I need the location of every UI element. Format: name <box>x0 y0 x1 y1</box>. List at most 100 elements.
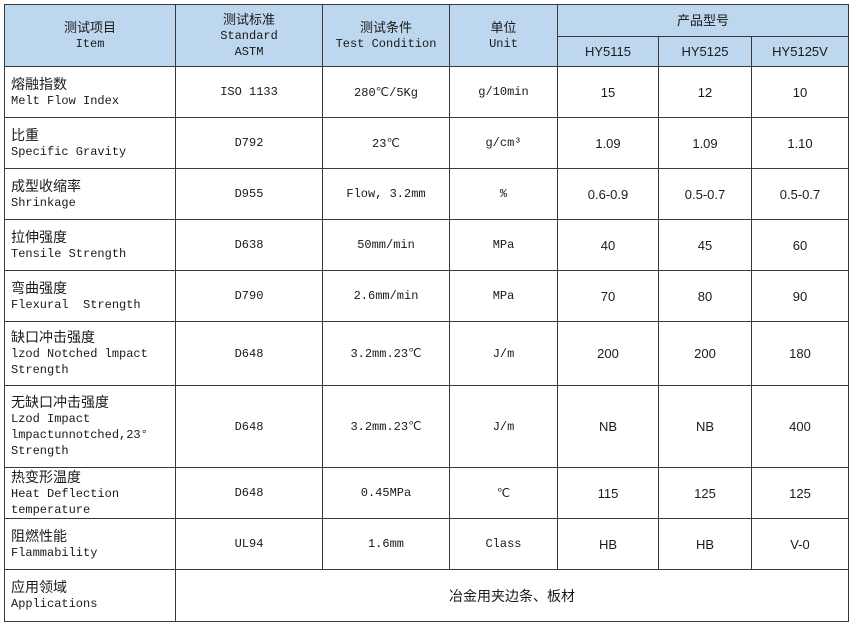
value-cell: 0.5-0.7 <box>751 168 849 220</box>
header-product: 产品型号 <box>557 4 849 37</box>
property-zh: 阻燃性能 <box>11 527 67 544</box>
property-cell: 应用领域 Applications <box>4 569 176 622</box>
header-item-en: Item <box>75 36 105 51</box>
table-row-applications: 应用领域 Applications 冶金用夹边条、板材 <box>4 569 849 622</box>
property-en: Tensile Strength <box>11 246 127 261</box>
value-cell: 180 <box>751 321 849 386</box>
property-cell: 熔融指数 Melt Flow Index <box>4 66 176 118</box>
property-en: Melt Flow Index <box>11 93 120 108</box>
property-cell: 比重 Specific Gravity <box>4 117 176 169</box>
standard-cell: D648 <box>175 385 323 468</box>
header-unit-zh: 单位 <box>490 19 517 35</box>
standard-cell: D648 <box>175 467 323 519</box>
property-en-line3: Strength <box>11 444 69 458</box>
unit-cell: % <box>449 168 558 220</box>
property-cell: 成型收缩率 Shrinkage <box>4 168 176 220</box>
value-cell: 0.6-0.9 <box>557 168 659 220</box>
value-cell: 80 <box>658 270 752 322</box>
condition-cell: 1.6mm <box>322 518 450 570</box>
property-en-line2: temperature <box>11 502 91 517</box>
header-model-1: HY5115 <box>557 36 659 67</box>
standard-cell: D792 <box>175 117 323 169</box>
value-cell: NB <box>557 385 659 468</box>
table-row: 比重 Specific Gravity D792 23℃ g/cm³ 1.09 … <box>4 117 849 169</box>
spec-table: 测试项目 Item 测试标准 Standard ASTM 测试条件 Test C… <box>4 4 849 622</box>
table-row: 无缺口冲击强度 Lzod Impact lmpactunnotched,23° … <box>4 385 849 468</box>
header-model-3: HY5125V <box>751 36 849 67</box>
header-standard: 测试标准 Standard ASTM <box>175 4 323 67</box>
value-cell: 125 <box>751 467 849 519</box>
header-item-zh: 测试项目 <box>63 19 116 35</box>
table-row: 缺口冲击强度 lzod Notched lmpact Strength D648… <box>4 321 849 386</box>
property-en: Flammability <box>11 545 98 560</box>
property-en: Shrinkage <box>11 195 76 210</box>
standard-cell: ISO 1133 <box>175 66 323 118</box>
value-cell: 90 <box>751 270 849 322</box>
condition-cell: 0.45MPa <box>322 467 450 519</box>
value-cell: 125 <box>658 467 752 519</box>
header-model-2: HY5125 <box>658 36 752 67</box>
property-en: Specific Gravity <box>11 144 127 159</box>
property-cell: 阻燃性能 Flammability <box>4 518 176 570</box>
condition-cell: 2.6mm/min <box>322 270 450 322</box>
unit-cell: g/10min <box>449 66 558 118</box>
standard-cell: D638 <box>175 219 323 271</box>
value-cell: 0.5-0.7 <box>658 168 752 220</box>
value-cell: 45 <box>658 219 752 271</box>
value-cell: 200 <box>557 321 659 386</box>
value-cell: 12 <box>658 66 752 118</box>
value-cell: 40 <box>557 219 659 271</box>
property-cell: 缺口冲击强度 lzod Notched lmpact Strength <box>4 321 176 386</box>
property-zh: 熔融指数 <box>11 75 67 92</box>
value-cell: 1.10 <box>751 117 849 169</box>
property-cell: 拉伸强度 Tensile Strength <box>4 219 176 271</box>
value-cell: 1.09 <box>557 117 659 169</box>
unit-cell: Class <box>449 518 558 570</box>
value-cell: 200 <box>658 321 752 386</box>
table-row: 热变形温度 Heat Deflection temperature D648 0… <box>4 467 849 519</box>
header-item: 测试项目 Item <box>4 4 176 67</box>
value-cell: 400 <box>751 385 849 468</box>
header-unit: 单位 Unit <box>449 4 558 67</box>
value-cell: 115 <box>557 467 659 519</box>
value-cell: HB <box>557 518 659 570</box>
header-unit-en: Unit <box>489 36 518 51</box>
property-zh: 比重 <box>11 126 39 143</box>
property-en-line2: lmpactunnotched,23° <box>11 428 148 442</box>
unit-cell: g/cm³ <box>449 117 558 169</box>
property-cell: 热变形温度 Heat Deflection temperature <box>4 467 176 519</box>
property-en: Flexural Strength <box>11 297 141 312</box>
value-cell: HB <box>658 518 752 570</box>
property-en: Heat Deflection <box>11 486 120 501</box>
standard-cell: D790 <box>175 270 323 322</box>
value-cell: V-0 <box>751 518 849 570</box>
property-zh: 成型收缩率 <box>11 177 81 194</box>
property-cell: 无缺口冲击强度 Lzod Impact lmpactunnotched,23° … <box>4 385 176 468</box>
value-cell: NB <box>658 385 752 468</box>
property-zh: 应用领域 <box>11 579 67 595</box>
standard-cell: D648 <box>175 321 323 386</box>
table-row: 熔融指数 Melt Flow Index ISO 1133 280℃/5Kg g… <box>4 66 849 118</box>
standard-cell: D955 <box>175 168 323 220</box>
condition-cell: Flow, 3.2mm <box>322 168 450 220</box>
unit-cell: J/m <box>449 321 558 386</box>
property-en: lzod Notched lmpact <box>11 347 148 361</box>
header-condition-en: Test Condition <box>335 36 437 51</box>
condition-cell: 50mm/min <box>322 219 450 271</box>
header-condition: 测试条件 Test Condition <box>322 4 450 67</box>
table-row: 成型收缩率 Shrinkage D955 Flow, 3.2mm % 0.6-0… <box>4 168 849 220</box>
value-cell: 1.09 <box>658 117 752 169</box>
property-zh: 热变形温度 <box>11 468 81 485</box>
header-standard-en1: Standard <box>220 28 278 43</box>
property-zh: 拉伸强度 <box>11 228 67 245</box>
property-zh: 弯曲强度 <box>11 279 67 296</box>
condition-cell: 3.2mm.23℃ <box>322 385 450 468</box>
property-en: Lzod Impact <box>11 412 91 426</box>
standard-cell: UL94 <box>175 518 323 570</box>
value-cell: 15 <box>557 66 659 118</box>
value-cell: 70 <box>557 270 659 322</box>
table-row: 阻燃性能 Flammability UL94 1.6mm Class HB HB… <box>4 518 849 570</box>
unit-cell: J/m <box>449 385 558 468</box>
table-row: 弯曲强度 Flexural Strength D790 2.6mm/min MP… <box>4 270 849 322</box>
property-cell: 弯曲强度 Flexural Strength <box>4 270 176 322</box>
